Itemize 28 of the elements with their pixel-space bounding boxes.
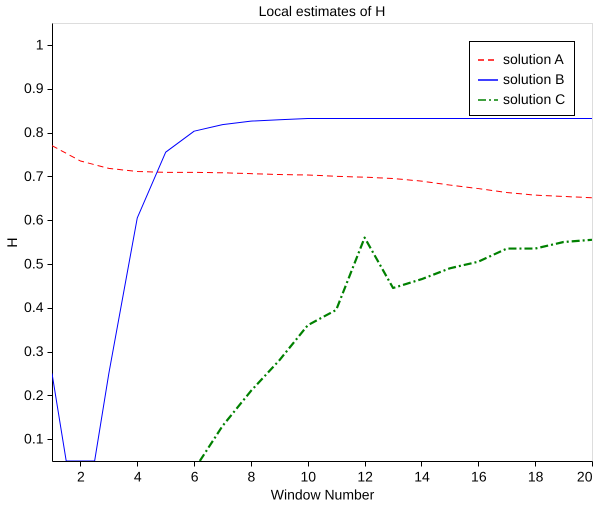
y-tick-label: 0.6 [24,212,44,228]
x-tick-label: 18 [528,468,544,484]
y-tick-label: 0.1 [24,430,44,447]
line-series [198,236,592,461]
y-axis-title: H [4,237,20,248]
x-tick-label: 2 [77,468,86,484]
x-tick-label: 4 [134,468,142,484]
x-tick-label: 6 [190,468,199,484]
x-tick-label: 20 [576,468,593,484]
x-tick-label: 14 [414,468,430,484]
y-tick-label: 0.7 [24,168,44,184]
x-tick-label: 12 [357,468,374,484]
y-tick-label: 0.9 [24,80,44,96]
legend-label: solution C [503,91,566,107]
chart-title: Local estimates of H [258,3,386,19]
x-tick-label: 8 [248,468,256,484]
x-tick-label: 16 [471,468,487,484]
legend-label: solution B [503,71,564,87]
legend-label: solution A [503,51,564,67]
line-series [52,145,592,198]
y-tick-label: 0.3 [24,343,44,359]
y-tick-label: 0.8 [24,124,44,140]
x-tick-label: 10 [300,468,316,484]
y-tick-label: 1 [36,36,44,52]
y-tick-label: 0.4 [24,299,44,316]
x-axis-title: Window Number [270,486,375,502]
y-tick-label: 0.5 [24,255,44,272]
y-tick-label: 0.2 [24,386,44,403]
